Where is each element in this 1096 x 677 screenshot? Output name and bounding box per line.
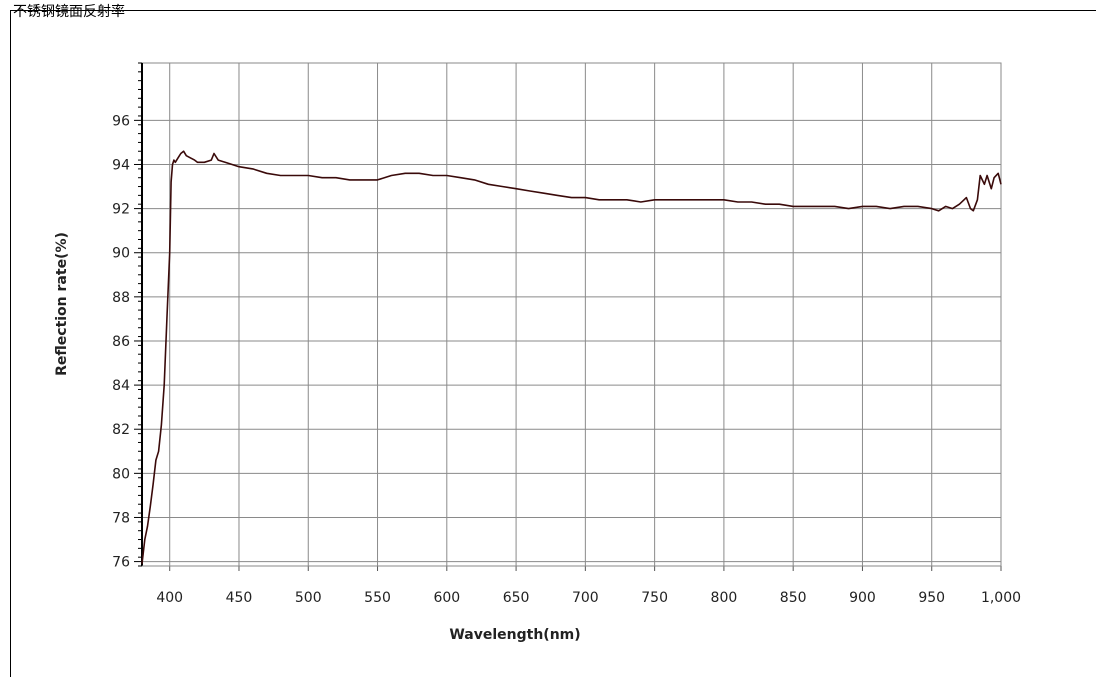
- chart-frame: 不锈钢镜面反射率: [10, 5, 1096, 677]
- y-axis-title: Reflection rate(%): [54, 232, 70, 376]
- plot-area: [141, 62, 1002, 567]
- y-tick-label: 86: [112, 334, 130, 350]
- x-tick-label: 700: [572, 590, 599, 606]
- y-tick-label: 76: [112, 555, 130, 571]
- y-tick-label: 94: [112, 157, 130, 173]
- grid-lines: [134, 63, 1002, 571]
- y-tick-label: 90: [112, 246, 130, 262]
- x-tick-label: 750: [641, 590, 668, 606]
- y-tick-label: 88: [112, 290, 130, 306]
- x-tick-label: 600: [433, 590, 460, 606]
- y-tick-label: 96: [112, 113, 130, 129]
- y-tick-label: 78: [112, 510, 130, 526]
- x-tick-label: 500: [295, 590, 322, 606]
- x-axis-title: Wavelength(nm): [449, 627, 580, 643]
- x-tick-labels: 400 450 500 550 600 650 700 750 800 850 900 950 1,00…: [156, 590, 1021, 606]
- x-tick-label: 900: [849, 590, 876, 606]
- y-tick-label: 80: [112, 466, 130, 482]
- y-tick-label: 84: [112, 378, 130, 394]
- y-tick-label: 82: [112, 422, 130, 438]
- x-tick-label: 400: [156, 590, 183, 606]
- y-tick-label: 92: [112, 202, 130, 218]
- x-tick-label: 850: [780, 590, 807, 606]
- x-tick-label: 450: [226, 590, 253, 606]
- page-caption: 不锈钢镜面反射率: [13, 4, 125, 20]
- x-tick-label: 550: [364, 590, 391, 606]
- x-tick-label: 1,000: [981, 590, 1021, 606]
- x-tick-label: 950: [918, 590, 945, 606]
- series-line: [141, 150, 1002, 564]
- x-tick-label: 800: [711, 590, 738, 606]
- y-tick-labels: 76 78 80 82 84 86 88 90 92 94 96: [112, 113, 130, 570]
- x-tick-label: 650: [503, 590, 530, 606]
